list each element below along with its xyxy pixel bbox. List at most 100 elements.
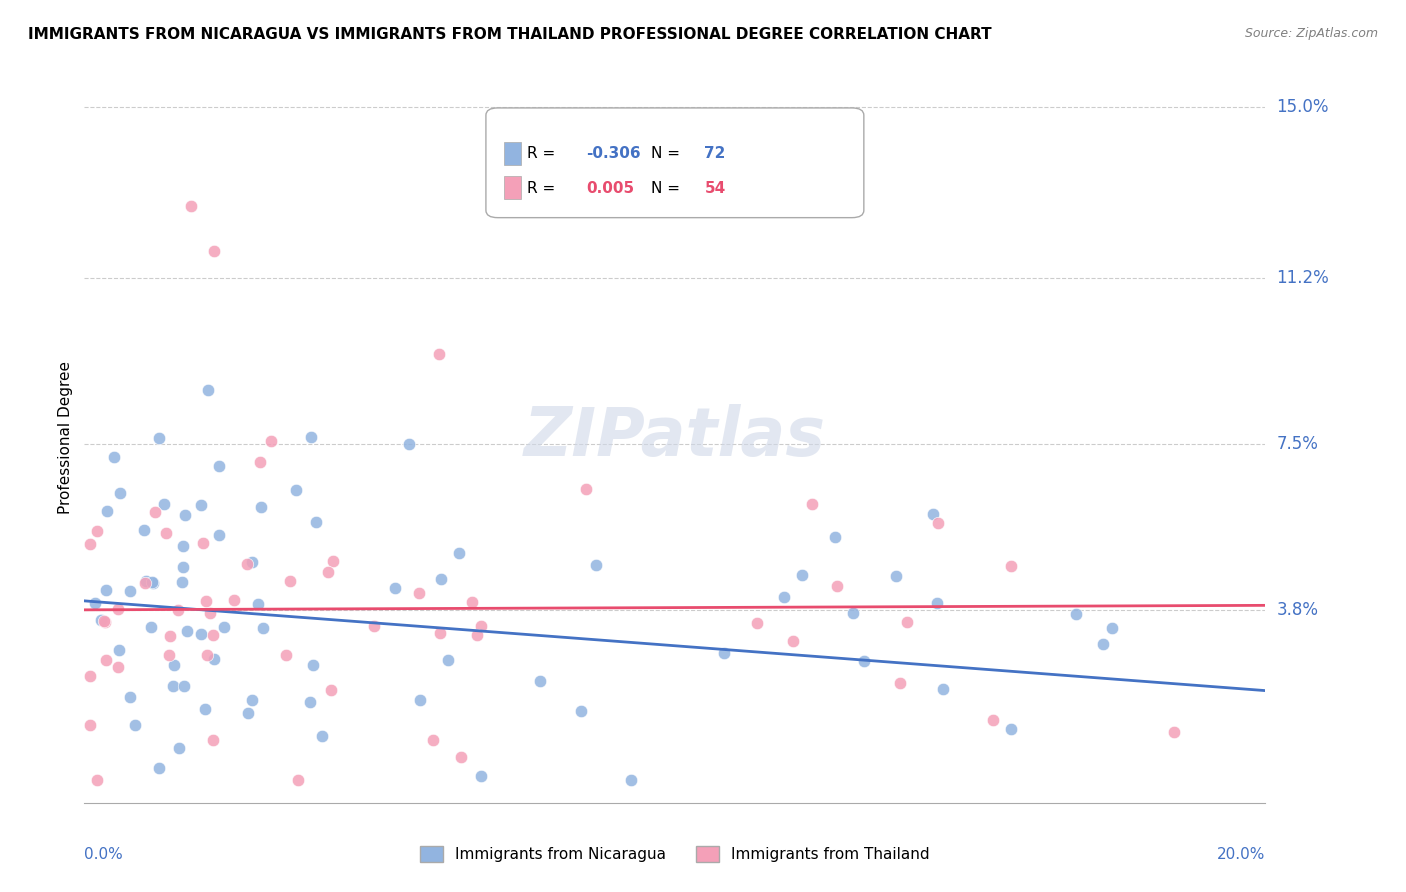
Point [1092,637,1115,651]
Point [790,568,813,582]
Point [172,539,194,553]
Point [287,773,309,788]
Point [575,482,598,496]
Point [191,536,214,550]
Point [222,593,245,607]
Text: IMMIGRANTS FROM NICARAGUA VS IMMIGRANTS FROM THAILAND PROFESSIONAL DEGREE CORREL: IMMIGRANTS FROM NICARAGUA VS IMMIGRANTS … [28,27,991,42]
Point [159,648,181,662]
Point [1064,607,1087,621]
Text: 7.5%: 7.5% [1277,434,1319,453]
Point [86,524,108,539]
Point [409,693,432,707]
Point [932,681,955,696]
Point [79,669,101,683]
Point [143,505,166,519]
Point [190,626,212,640]
Point [197,383,219,397]
Point [79,718,101,732]
Point [274,648,297,662]
Point [249,455,271,469]
Point [86,773,108,788]
Point [569,704,592,718]
Point [384,581,406,595]
Point [884,568,907,582]
Legend: Immigrants from Nicaragua, Immigrants from Thailand: Immigrants from Nicaragua, Immigrants fr… [413,840,936,868]
Point [470,769,492,783]
Point [782,634,804,648]
Point [202,244,225,258]
Point [195,594,218,608]
Point [298,695,321,709]
Point [107,660,129,674]
Point [981,713,1004,727]
Point [246,598,269,612]
Point [316,566,339,580]
Point [194,702,217,716]
Point [162,679,184,693]
Point [120,690,142,704]
Point [322,554,344,568]
Point [94,583,117,598]
Text: 54: 54 [704,181,725,196]
Point [889,676,911,690]
Text: 72: 72 [704,145,725,161]
Point [200,606,222,620]
Point [398,437,420,451]
Point [422,732,444,747]
Point [107,642,129,657]
Point [202,628,225,642]
Text: N =: N = [651,145,681,161]
Point [93,614,115,628]
Point [163,658,186,673]
Point [142,575,165,590]
Point [132,524,155,538]
Point [250,500,273,515]
Point [1101,621,1123,635]
Point [713,646,735,660]
Point [173,679,195,693]
Point [180,199,202,213]
Point [124,717,146,731]
Point [842,606,865,620]
Text: Source: ZipAtlas.com: Source: ZipAtlas.com [1244,27,1378,40]
Point [139,619,162,633]
Point [90,613,112,627]
Point [242,555,264,569]
Point [208,458,231,473]
Point [745,615,768,630]
Point [96,504,118,518]
Point [159,629,181,643]
Point [172,560,194,574]
Point [170,574,193,589]
Y-axis label: Professional Degree: Professional Degree [58,360,73,514]
Point [79,536,101,550]
FancyBboxPatch shape [486,108,863,218]
Point [1163,725,1185,739]
Point [801,497,824,511]
Point [141,574,163,589]
Point [236,706,259,720]
Point [470,619,492,633]
Point [465,628,488,642]
Point [1000,722,1022,736]
Point [437,652,460,666]
Point [212,620,235,634]
Point [447,546,470,560]
Point [155,525,177,540]
Point [427,347,450,361]
Point [927,516,949,531]
Text: 3.8%: 3.8% [1277,601,1319,619]
Point [585,558,607,573]
Point [176,624,198,638]
Point [202,652,225,666]
Point [135,574,157,588]
Point [408,586,430,600]
Text: 20.0%: 20.0% [1218,847,1265,862]
Text: 15.0%: 15.0% [1277,98,1329,116]
Point [773,590,796,604]
Text: N =: N = [651,181,681,196]
Point [853,654,876,668]
Point [1000,558,1022,573]
Point [190,498,212,512]
Point [148,431,170,445]
